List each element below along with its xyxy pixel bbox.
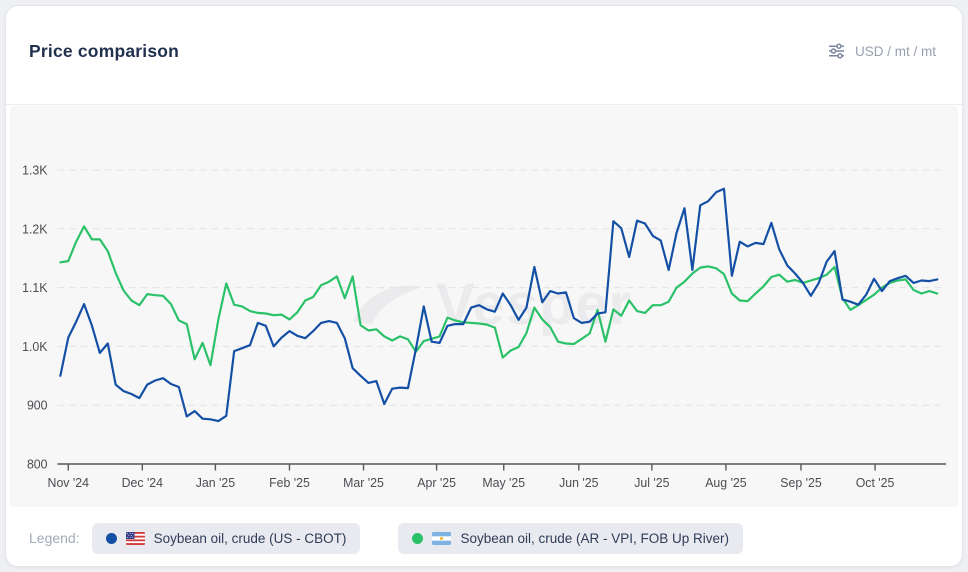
- sliders-icon: [829, 43, 844, 59]
- price-comparison-card: Price comparison USD / mt / mt Vesper: [5, 5, 963, 567]
- legend-row: Legend: S: [6, 507, 962, 566]
- y-tick-label: 800: [27, 457, 48, 471]
- series-color-dot-us: [105, 532, 117, 544]
- y-tick-label: 1.3K: [22, 163, 48, 177]
- y-tick-label: 1.1K: [22, 281, 48, 295]
- series-line-us: [59, 187, 939, 423]
- series-color-dot-ar: [412, 532, 424, 544]
- y-tick-label: 1.2K: [22, 222, 48, 236]
- x-tick-label: Feb '25: [269, 476, 310, 490]
- legend-chip-ar-fob-up-river[interactable]: Soybean oil, crude (AR - VPI, FOB Up Riv…: [398, 522, 744, 554]
- x-tick-label: Aug '25: [705, 476, 747, 490]
- y-tick-label: 900: [27, 399, 48, 413]
- y-tick-label: 1.0K: [22, 340, 48, 354]
- x-tick-label: Dec '24: [122, 476, 164, 490]
- legend-series-label-us: Soybean oil, crude (US - CBOT): [153, 530, 347, 546]
- x-tick-label: Jun '25: [559, 476, 598, 490]
- x-tick-label: Jan '25: [196, 476, 235, 490]
- x-tick-label: Sep '25: [780, 476, 822, 490]
- us-flag-icon: [125, 531, 145, 545]
- x-tick-label: Apr '25: [417, 476, 456, 490]
- legend-series-label-ar: Soybean oil, crude (AR - VPI, FOB Up Riv…: [460, 530, 730, 546]
- ar-flag-icon: [432, 531, 452, 545]
- unit-selector[interactable]: USD / mt / mt: [828, 43, 936, 59]
- page-title: Price comparison: [29, 40, 180, 61]
- x-tick-label: Nov '24: [48, 476, 90, 490]
- card-header: Price comparison USD / mt / mt: [6, 6, 962, 105]
- legend-label: Legend:: [29, 530, 80, 546]
- x-tick-label: Jul '25: [634, 476, 669, 490]
- x-tick-label: Mar '25: [343, 476, 384, 490]
- unit-label: USD / mt / mt: [855, 43, 936, 59]
- x-tick-label: Oct '25: [856, 476, 895, 490]
- x-tick-label: May '25: [482, 476, 525, 490]
- series-line-ar: [59, 225, 939, 367]
- legend-chip-us-cbot[interactable]: Soybean oil, crude (US - CBOT): [91, 522, 361, 554]
- chart-panel: Vesper 1.3K 1.2K 1.1K 1.0K 900 800 Nov '24 Dec …: [10, 106, 958, 507]
